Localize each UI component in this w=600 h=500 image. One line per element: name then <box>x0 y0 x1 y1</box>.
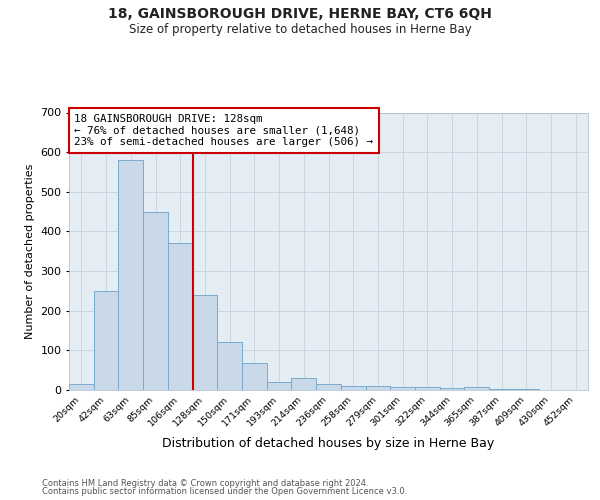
Bar <box>168 244 193 390</box>
Bar <box>489 389 514 390</box>
Bar <box>316 384 341 390</box>
Bar <box>267 382 292 390</box>
Bar <box>143 212 168 390</box>
Bar <box>440 388 464 390</box>
X-axis label: Distribution of detached houses by size in Herne Bay: Distribution of detached houses by size … <box>163 436 494 450</box>
Bar <box>292 378 316 390</box>
Bar <box>94 291 118 390</box>
Text: 18 GAINSBOROUGH DRIVE: 128sqm
← 76% of detached houses are smaller (1,648)
23% o: 18 GAINSBOROUGH DRIVE: 128sqm ← 76% of d… <box>74 114 373 147</box>
Bar <box>118 160 143 390</box>
Bar <box>217 342 242 390</box>
Y-axis label: Number of detached properties: Number of detached properties <box>25 164 35 339</box>
Bar <box>69 384 94 390</box>
Bar <box>464 387 489 390</box>
Bar <box>193 295 217 390</box>
Bar <box>415 387 440 390</box>
Text: Contains HM Land Registry data © Crown copyright and database right 2024.: Contains HM Land Registry data © Crown c… <box>42 478 368 488</box>
Bar <box>514 389 539 390</box>
Text: Size of property relative to detached houses in Herne Bay: Size of property relative to detached ho… <box>128 22 472 36</box>
Bar <box>242 363 267 390</box>
Text: 18, GAINSBOROUGH DRIVE, HERNE BAY, CT6 6QH: 18, GAINSBOROUGH DRIVE, HERNE BAY, CT6 6… <box>108 8 492 22</box>
Text: Contains public sector information licensed under the Open Government Licence v3: Contains public sector information licen… <box>42 487 407 496</box>
Bar <box>341 386 365 390</box>
Bar <box>390 387 415 390</box>
Bar <box>365 386 390 390</box>
